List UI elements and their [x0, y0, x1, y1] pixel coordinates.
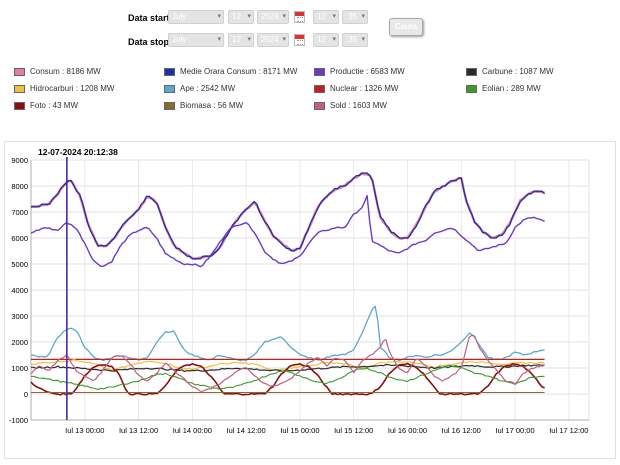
- series-line-ape: [31, 305, 545, 362]
- start-day-value: 12: [232, 12, 241, 21]
- start-hour-select[interactable]: 12 ▾: [313, 10, 339, 24]
- legend-label: Biomasa : 56 MW: [180, 101, 244, 110]
- legend-label: Foto : 43 MW: [30, 101, 79, 110]
- start-hour-value: 12: [317, 12, 326, 21]
- chevron-down-icon: ▾: [247, 13, 251, 20]
- legend-swatch: [14, 85, 25, 93]
- stop-month-value: July: [172, 35, 187, 44]
- stop-day-select[interactable]: 17 ▾: [228, 33, 254, 47]
- legend-label: Medie Orara Consum : 8171 MW: [180, 67, 298, 76]
- data-stop-label: Data stop: [128, 37, 170, 47]
- x-tick-label: Iul 17 12:00: [549, 426, 588, 435]
- stop-minute-value: :35: [346, 35, 358, 44]
- series-line-carbune: [31, 364, 545, 372]
- stop-day-value: 17: [232, 35, 241, 44]
- start-month-value: July: [172, 12, 187, 21]
- legend-swatch: [14, 68, 25, 76]
- stop-year-select[interactable]: 2024 ▾: [257, 33, 289, 47]
- y-tick-label: 2000: [11, 338, 28, 347]
- stop-hour-value: 12: [317, 35, 326, 44]
- y-tick-label: 0: [24, 390, 28, 399]
- x-tick-label: Iul 15 12:00: [334, 426, 373, 435]
- y-tick-label: 4000: [11, 286, 28, 295]
- start-minute-value: :35: [346, 12, 358, 21]
- chevron-down-icon: ▾: [217, 36, 221, 43]
- y-tick-label: 6000: [11, 234, 28, 243]
- stop-calendar-icon[interactable]: [294, 34, 305, 46]
- legend-swatch: [164, 68, 175, 76]
- legend-label: Carbune : 1087 MW: [482, 67, 554, 76]
- y-tick-label: 7000: [11, 208, 28, 217]
- legend-swatch: [466, 68, 477, 76]
- y-tick-label: 8000: [11, 182, 28, 191]
- chevron-down-icon: ▾: [217, 13, 221, 20]
- legend-label: Productie : 6583 MW: [330, 67, 405, 76]
- legend-swatch: [466, 85, 477, 93]
- legend-swatch: [314, 68, 325, 76]
- data-start-label: Data start: [128, 13, 170, 23]
- y-tick-label: 1000: [11, 364, 28, 373]
- series-line-medie-orara-consum: [31, 172, 546, 260]
- chevron-down-icon: ▾: [332, 36, 336, 43]
- series-line-sold: [30, 334, 545, 392]
- chevron-down-icon: ▾: [282, 13, 286, 20]
- start-minute-select[interactable]: :35 ▾: [342, 10, 368, 24]
- x-tick-label: Iul 15 00:00: [280, 426, 319, 435]
- stop-hour-select[interactable]: 12 ▾: [313, 33, 339, 47]
- chevron-down-icon: ▾: [282, 36, 286, 43]
- legend-label: Nuclear : 1326 MW: [330, 84, 399, 93]
- legend-label: Sold : 1603 MW: [330, 101, 387, 110]
- legend-swatch: [14, 102, 25, 110]
- stop-month-select[interactable]: July ▾: [168, 33, 224, 47]
- series-line-eolian: [30, 364, 545, 391]
- cursor-timestamp: 12-07-2024 20:12:38: [38, 147, 118, 157]
- y-tick-label: 5000: [11, 260, 28, 269]
- start-month-select[interactable]: July ▾: [168, 10, 224, 24]
- chevron-down-icon: ▾: [361, 36, 365, 43]
- legend-swatch: [164, 102, 175, 110]
- series-line-productie: [30, 194, 545, 268]
- legend-swatch: [164, 85, 175, 93]
- chevron-down-icon: ▾: [247, 36, 251, 43]
- legend-label: Consum : 8186 MW: [30, 67, 101, 76]
- legend-label: Eolian : 289 MW: [482, 84, 541, 93]
- start-day-select[interactable]: 12 ▾: [228, 10, 254, 24]
- x-tick-label: Iul 14 12:00: [227, 426, 266, 435]
- y-tick-label: 9000: [11, 156, 28, 165]
- x-tick-label: Iul 13 00:00: [65, 426, 104, 435]
- start-calendar-icon[interactable]: [294, 11, 305, 23]
- x-tick-label: Iul 13 12:00: [119, 426, 158, 435]
- search-button[interactable]: Cauta: [389, 18, 423, 36]
- legend-label: Ape : 2542 MW: [180, 84, 236, 93]
- chevron-down-icon: ▾: [361, 13, 365, 20]
- x-tick-label: Iul 16 00:00: [388, 426, 427, 435]
- stop-year-value: 2024: [261, 35, 279, 44]
- chevron-down-icon: ▾: [332, 13, 336, 20]
- legend-swatch: [314, 85, 325, 93]
- series-line-foto: [30, 362, 545, 396]
- legend-label: Hidrocarburi : 1208 MW: [30, 84, 115, 93]
- x-tick-label: Iul 14 00:00: [173, 426, 212, 435]
- legend-swatch: [314, 102, 325, 110]
- stop-minute-select[interactable]: :35 ▾: [342, 33, 368, 47]
- y-tick-label: -1000: [9, 416, 28, 425]
- start-year-value: 2024: [261, 12, 279, 21]
- x-tick-label: Iul 16 12:00: [442, 426, 481, 435]
- x-tick-label: Iul 17 00:00: [495, 426, 534, 435]
- chart-panel: [4, 141, 616, 459]
- y-tick-label: 3000: [11, 312, 28, 321]
- start-year-select[interactable]: 2024 ▾: [257, 10, 289, 24]
